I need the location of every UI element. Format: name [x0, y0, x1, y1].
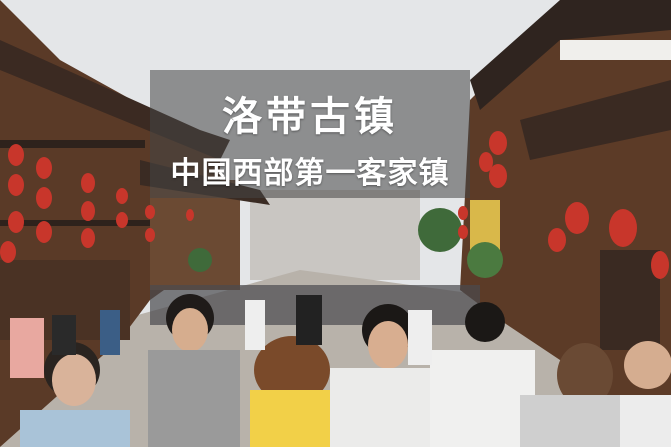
crowd: [10, 285, 671, 447]
title-banner: 洛带古镇 中国西部第一客家镇: [150, 70, 470, 198]
lanterns-left: [0, 144, 194, 263]
trees: [188, 208, 503, 278]
lanterns-right: [458, 131, 669, 279]
page-title: 洛带古镇: [222, 94, 398, 140]
page-subtitle: 中国西部第一客家镇: [170, 156, 450, 191]
distant-buildings: [250, 190, 420, 280]
